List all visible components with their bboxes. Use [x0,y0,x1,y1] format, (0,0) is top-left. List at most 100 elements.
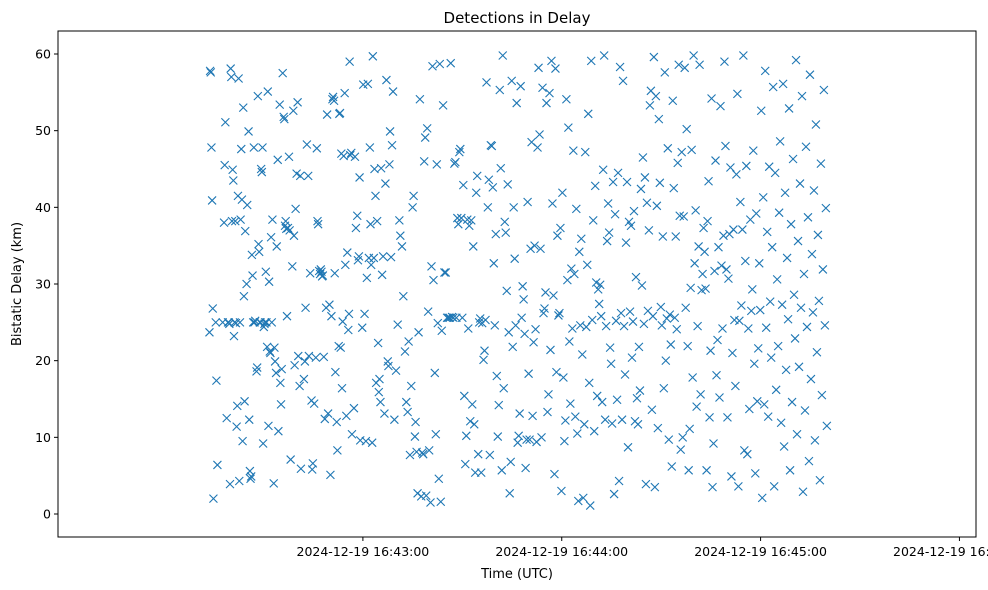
data-point [583,109,593,119]
data-point [552,367,561,377]
data-point [479,355,488,365]
data-point [238,436,247,446]
data-point [803,212,813,222]
data-point [377,270,387,280]
data-point [302,140,312,149]
data-point [569,269,579,279]
data-point [316,265,326,274]
data-point [418,449,428,459]
data-point [549,291,558,300]
data-point [403,407,413,417]
data-point [381,179,390,188]
data-point [782,253,792,263]
data-point [271,368,281,378]
data-point [600,415,610,425]
data-point [350,152,360,162]
y-axis-label: Bistatic Delay (km) [10,222,25,346]
y-tick-label: 30 [35,277,51,292]
data-point [743,324,753,333]
data-point [285,225,295,235]
data-point [655,178,665,188]
data-point [341,411,351,421]
data-point [751,209,761,218]
data-point [228,165,238,175]
data-point [380,409,389,418]
data-point [213,460,222,470]
data-point [700,247,709,257]
data-point [799,269,809,279]
data-point [209,494,218,504]
chart-title: Detections in Delay [444,9,591,27]
data-point [786,219,796,229]
data-point [262,342,272,352]
data-point [337,383,347,393]
data-point [450,157,460,167]
data-point [682,124,692,134]
data-point [543,407,552,417]
data-point [783,314,793,324]
data-point [802,322,812,332]
data-point [489,258,499,268]
data-point [740,256,750,266]
data-point [227,216,237,226]
data-point [804,456,814,466]
data-point [715,393,724,402]
data-point [411,417,420,427]
data-point [332,417,342,427]
data-point [573,496,583,506]
data-point [796,303,806,313]
data-point [704,176,713,186]
data-point [735,197,745,207]
data-point [555,308,564,318]
data-point [534,63,543,73]
data-point [788,154,798,164]
data-point [461,431,471,441]
data-point [633,419,643,429]
data-point [347,429,357,439]
data-point [247,250,257,260]
data-point [445,313,455,323]
data-point [542,98,551,108]
data-point [664,435,674,445]
data-point [264,421,273,431]
data-point [270,343,279,353]
data-point [598,165,608,175]
data-point [295,171,305,181]
data-point [460,459,470,469]
data-point [657,321,667,330]
data-point [389,415,399,425]
data-point [789,290,799,300]
data-point [372,216,382,226]
data-point [455,144,465,154]
data-point [547,56,556,66]
data-point [336,343,346,353]
data-point [261,267,271,277]
data-point [727,472,736,481]
data-point [639,319,649,329]
data-point [773,341,783,351]
data-point [620,370,630,379]
data-point [678,432,688,442]
data-point [787,397,797,407]
data-point [252,363,262,372]
data-point [273,426,283,436]
data-point [707,94,716,103]
data-point [437,326,447,336]
data-point [758,192,768,202]
data-point [674,60,684,70]
data-point [219,218,229,228]
data-point [702,465,711,475]
data-point [260,317,270,327]
data-point [373,338,383,348]
data-point [330,367,340,377]
data-point [404,337,414,346]
data-point [654,114,664,124]
data-point [734,316,744,326]
data-point [759,399,769,409]
data-point [617,415,627,425]
data-point [570,412,580,422]
data-point [691,206,701,215]
data-point [284,152,294,162]
data-point [781,365,791,375]
